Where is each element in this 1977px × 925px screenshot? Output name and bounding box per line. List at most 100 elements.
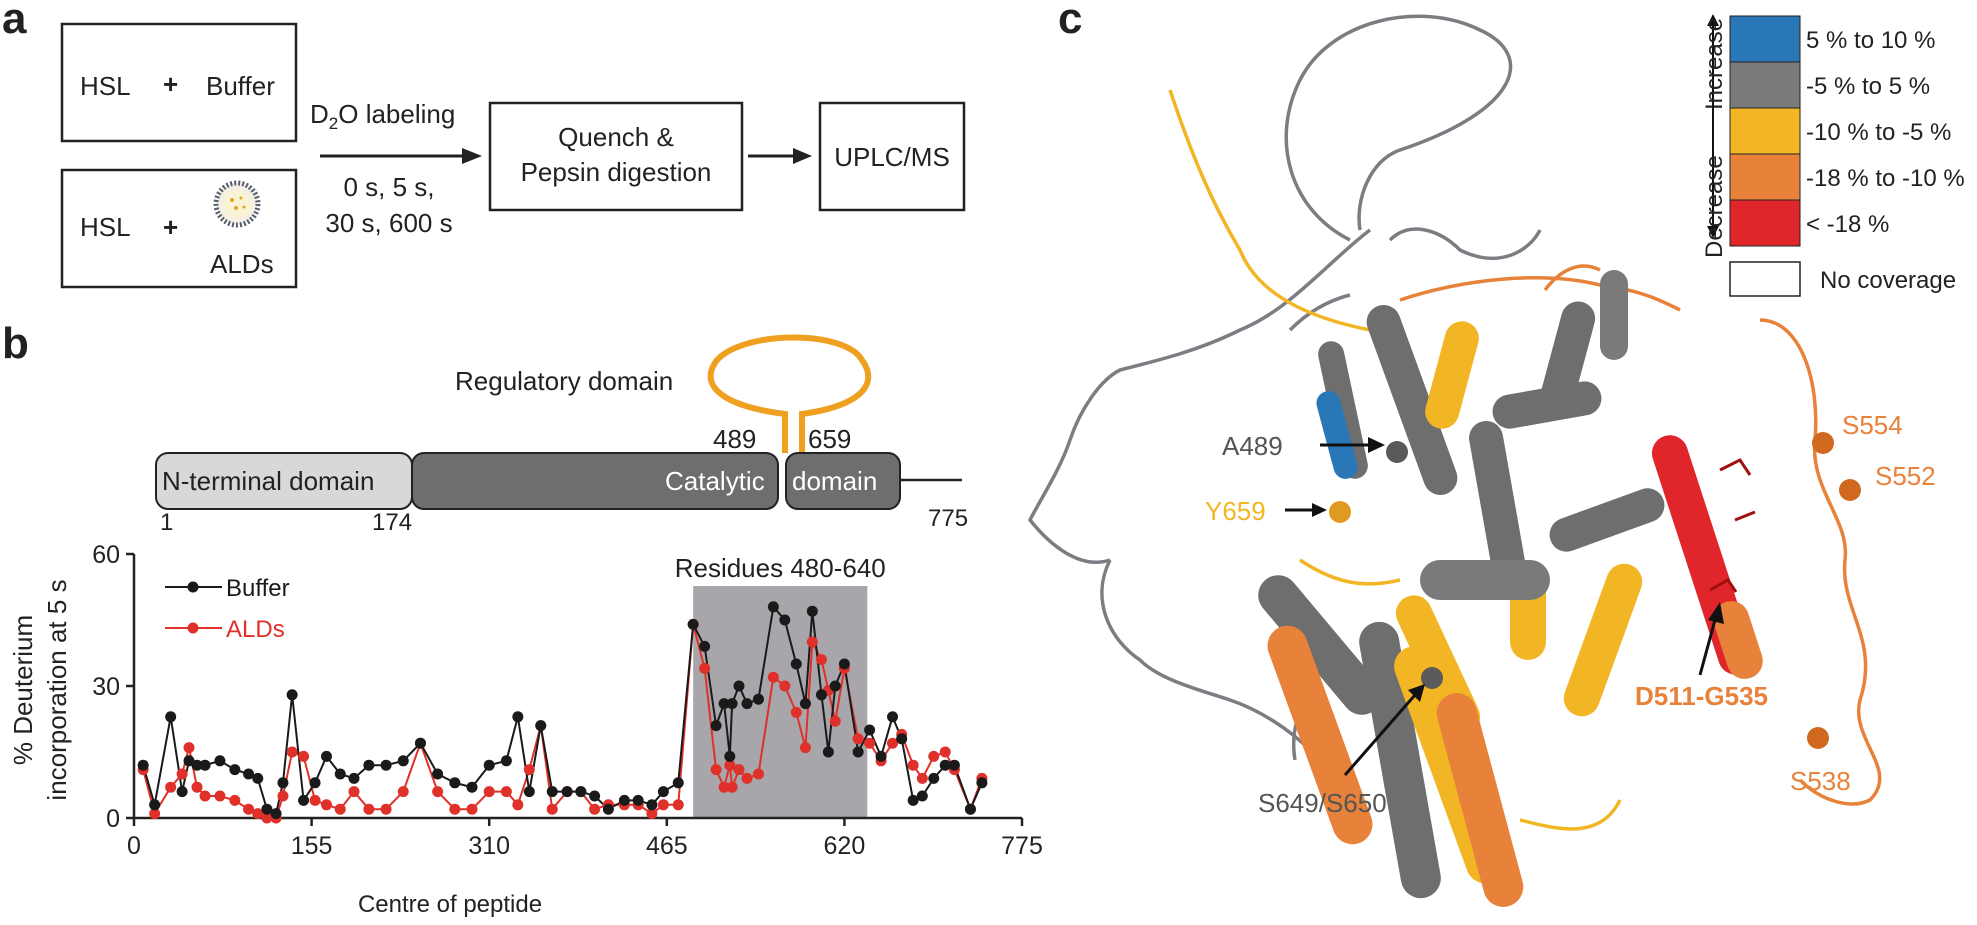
data-point-buffer bbox=[875, 750, 887, 762]
alds-droplet-icon bbox=[213, 180, 261, 228]
data-point-alds bbox=[710, 764, 722, 776]
data-point-alds bbox=[657, 799, 669, 811]
legend-label: -10 % to -5 % bbox=[1806, 119, 1951, 146]
data-point-buffer bbox=[939, 759, 951, 771]
d511-arrowhead bbox=[1708, 602, 1724, 624]
data-point-alds bbox=[799, 742, 811, 754]
data-point-buffer bbox=[829, 680, 841, 692]
domain-map: Regulatory domain 489 659 N-terminal dom… bbox=[155, 334, 968, 536]
data-point-alds bbox=[191, 781, 203, 793]
y-axis-label-line-1: % Deuterium bbox=[8, 615, 38, 765]
plus-sign-1: + bbox=[163, 69, 178, 99]
data-point-buffer bbox=[575, 786, 587, 798]
data-point-buffer bbox=[752, 693, 764, 705]
data-point-alds bbox=[887, 737, 899, 749]
labeling-arrowhead bbox=[462, 148, 482, 164]
data-point-buffer bbox=[199, 759, 211, 771]
data-point-buffer bbox=[561, 786, 573, 798]
legend-swatch bbox=[1729, 199, 1801, 247]
data-point-alds bbox=[741, 772, 753, 784]
data-point-alds bbox=[309, 794, 321, 806]
hsl-label-2: HSL bbox=[80, 212, 131, 242]
data-point-buffer bbox=[546, 786, 558, 798]
deuterium-chart: Residues 480-640 0 30 60 0 155 310 465 620 775 B… bbox=[8, 541, 1043, 918]
data-point-buffer bbox=[864, 724, 876, 736]
data-point-buffer bbox=[852, 746, 864, 758]
position-489: 489 bbox=[713, 424, 756, 454]
data-point-buffer bbox=[252, 772, 264, 784]
data-point-buffer bbox=[298, 794, 310, 806]
data-point-alds bbox=[165, 781, 177, 793]
data-point-buffer bbox=[687, 618, 699, 630]
data-point-buffer bbox=[380, 759, 392, 771]
legend-label: 5 % to 10 % bbox=[1806, 27, 1935, 54]
data-point-alds bbox=[252, 808, 264, 820]
helix-cylinders bbox=[1258, 270, 1763, 907]
data-point-alds bbox=[589, 803, 601, 815]
y-tick-label: 60 bbox=[92, 541, 120, 569]
data-point-alds bbox=[277, 790, 289, 802]
quench-line-1: Quench & bbox=[558, 122, 674, 152]
data-point-buffer bbox=[672, 777, 684, 789]
data-point-buffer bbox=[500, 755, 512, 767]
d2o-labeling-label: D2O labeling bbox=[310, 99, 455, 133]
x-axis-label: Centre of peptide bbox=[358, 891, 542, 918]
uplc-label: UPLC/MS bbox=[834, 142, 950, 172]
legend-marker-alds bbox=[187, 622, 199, 634]
data-point-buffer bbox=[483, 759, 495, 771]
catalytic-domain-block-right bbox=[785, 452, 901, 510]
data-point-buffer bbox=[137, 759, 149, 771]
x-tick-label: 465 bbox=[646, 832, 688, 860]
data-point-buffer bbox=[741, 698, 753, 710]
data-point-buffer bbox=[414, 737, 426, 749]
legend-marker-buffer bbox=[187, 581, 199, 593]
data-point-buffer bbox=[699, 640, 711, 652]
data-point-alds bbox=[176, 768, 188, 780]
time-points-1: 0 s, 5 s, bbox=[343, 172, 434, 202]
data-point-buffer bbox=[149, 799, 161, 811]
data-point-alds bbox=[500, 786, 512, 798]
data-point-alds bbox=[646, 808, 658, 820]
data-point-alds bbox=[432, 786, 444, 798]
data-point-alds bbox=[815, 654, 827, 666]
data-point-buffer bbox=[948, 759, 960, 771]
y-tick-label: 0 bbox=[106, 805, 120, 833]
data-point-alds bbox=[864, 737, 876, 749]
data-point-buffer bbox=[261, 803, 273, 815]
regulatory-domain-label: Regulatory domain bbox=[455, 366, 673, 396]
highlight-label: Residues 480-640 bbox=[675, 553, 886, 583]
data-point-buffer bbox=[449, 777, 461, 789]
position-659: 659 bbox=[808, 424, 851, 454]
s554-label: S554 bbox=[1842, 410, 1903, 440]
gray-loops bbox=[1027, 14, 1542, 761]
data-point-buffer bbox=[320, 750, 332, 762]
data-point-buffer bbox=[779, 614, 791, 626]
data-point-alds bbox=[229, 794, 241, 806]
data-point-buffer bbox=[589, 790, 601, 802]
data-point-buffer bbox=[790, 658, 802, 670]
data-point-buffer bbox=[964, 803, 976, 815]
decrease-label: Decrease bbox=[1701, 155, 1728, 258]
data-point-buffer bbox=[733, 680, 745, 692]
data-point-buffer bbox=[348, 772, 360, 784]
data-point-alds bbox=[733, 764, 745, 776]
yellow-loops bbox=[1168, 89, 1622, 831]
x-tick-label: 310 bbox=[468, 832, 510, 860]
hsl-buffer-box bbox=[60, 22, 298, 143]
data-point-alds bbox=[724, 759, 736, 771]
legend-swatch bbox=[1729, 15, 1801, 63]
marker-spheres bbox=[1329, 432, 1861, 749]
data-point-buffer bbox=[176, 786, 188, 798]
catalytic-domain-block-left bbox=[411, 452, 779, 510]
data-point-buffer bbox=[928, 772, 940, 784]
data-point-buffer bbox=[334, 768, 346, 780]
data-point-alds bbox=[320, 799, 332, 811]
data-point-alds bbox=[806, 636, 818, 648]
legend-swatch bbox=[1729, 61, 1801, 109]
data-point-buffer bbox=[657, 786, 669, 798]
position-174: 174 bbox=[372, 509, 412, 536]
series-points bbox=[137, 601, 988, 824]
data-point-buffer bbox=[602, 803, 614, 815]
data-point-alds bbox=[298, 750, 310, 762]
data-point-buffer bbox=[907, 794, 919, 806]
